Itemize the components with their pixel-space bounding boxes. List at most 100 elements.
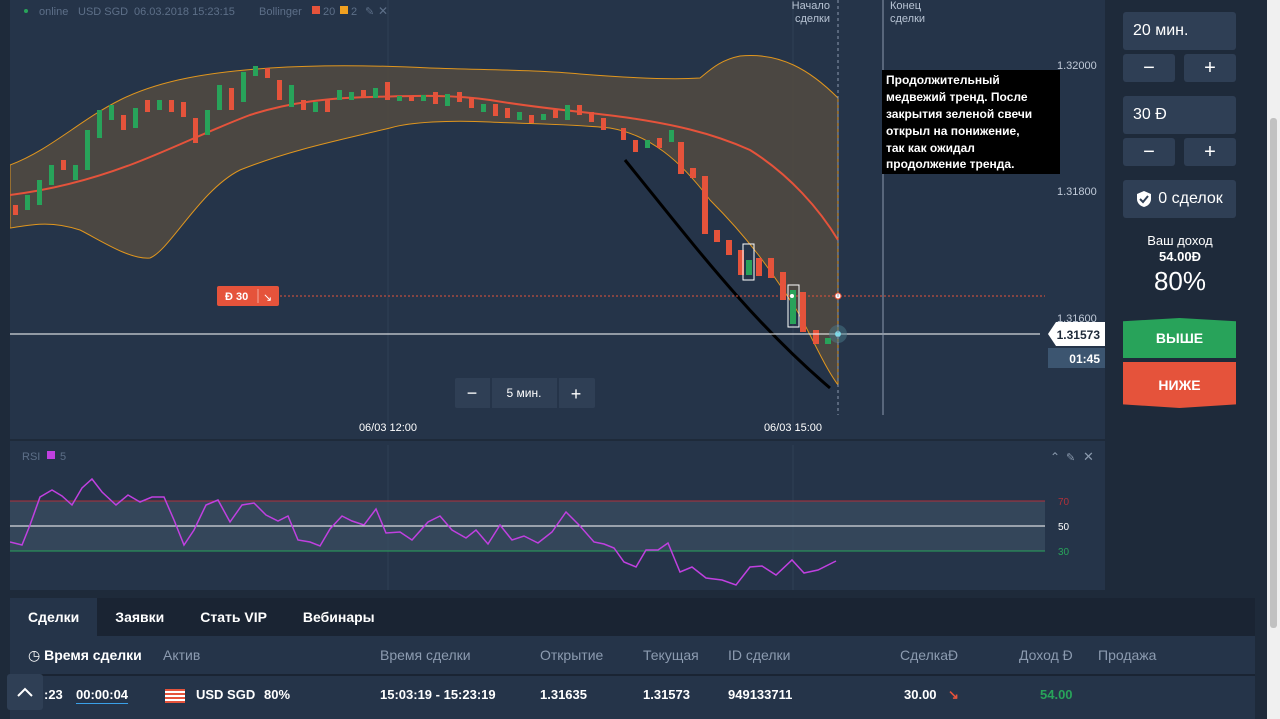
scroll-thumb[interactable] [1270,118,1277,628]
duration-plus-button[interactable]: + [1184,54,1236,82]
chart-svg: online USD SGD 06.03.2018 15:23:15 Bolli… [10,0,1105,590]
candle [373,88,378,98]
trend-line [623,159,831,390]
candle [169,100,174,112]
deals-panel: Сделки Заявки Стать VIP Вебинары ◷ Время… [10,598,1255,719]
candle [73,165,78,180]
time-tick: 06/03 12:00 [359,422,417,434]
header-status: online [39,6,68,18]
candle [277,80,282,100]
timeframe-minus[interactable]: − [467,383,478,403]
candle [265,68,270,78]
col-income: Доход Ð [1019,647,1073,663]
candle [493,104,498,116]
header-time-sort[interactable]: ◷ Время сделки [28,647,142,664]
candle [813,330,819,344]
candle [49,165,54,185]
candle [349,92,354,100]
row-income: 54.00 [1040,687,1073,702]
row-countdown: 00:00:04 [76,687,129,702]
annotation-line: так как ожидал [886,141,975,155]
row-asset: USD SGD [196,687,256,702]
col-time-left: Время сделки [44,647,142,663]
price-tick: 1.32000 [1057,60,1097,72]
candle [301,100,306,110]
edit-icon[interactable]: ✎ [1066,452,1075,464]
duration-value: 20 мин. [1133,22,1189,39]
tab-vip[interactable]: Стать VIP [182,598,285,636]
close-icon[interactable]: ✕ [1083,449,1094,464]
indicator-period-a: 20 [323,6,335,18]
highlight-box [742,243,755,281]
candle [690,168,696,178]
candle [746,260,752,275]
candle [457,92,462,102]
chevron-up-icon [17,687,33,697]
clock-icon: ◷ [28,647,41,663]
rsi-period: 5 [60,451,66,463]
tab-orders[interactable]: Заявки [97,598,183,636]
candle [481,104,486,112]
rsi-tick-30: 30 [1058,547,1070,558]
candle [337,90,342,100]
tab-deals[interactable]: Сделки [10,598,98,636]
candle [397,96,402,101]
candle [253,66,258,76]
candle [37,180,42,205]
row-percent: 80% [264,687,291,702]
candle [85,130,90,170]
table-row[interactable]: :23 00:00:04 USD SGD 80% 15:03:19 - 15:2… [10,676,1255,719]
header-symbol: USD SGD [78,6,128,18]
price-chart[interactable]: online USD SGD 06.03.2018 15:23:15 Bolli… [10,0,1105,590]
close-icon[interactable]: ✕ [378,4,388,18]
scroll-up-button[interactable] [7,674,43,710]
current-price-tag [1048,322,1105,346]
amount-plus-button[interactable]: + [1184,138,1236,166]
higher-button[interactable]: ВЫШЕ [1123,318,1236,358]
trade-tag-amount: Ð 30 [225,291,248,303]
candles [13,66,831,344]
deals-count: 0 сделок [1158,190,1223,207]
candle [800,292,806,332]
income-label: Ваш доход [1147,233,1213,248]
deals-counter[interactable]: 0 сделок [1123,180,1236,218]
timeframe-plus[interactable]: + [571,384,582,404]
col-asset: Актив [163,647,201,663]
candle [433,92,438,104]
candle [313,102,318,112]
candle [61,160,66,170]
edit-icon[interactable]: ✎ [365,6,374,18]
tab-webinars[interactable]: Вебинары [284,598,393,636]
row-open: 1.31635 [540,687,587,702]
shield-icon [1137,191,1152,207]
rsi-label: RSI [22,451,40,463]
lower-button[interactable]: НИЖЕ [1123,362,1236,408]
trade-tag[interactable] [217,286,279,306]
candle [825,338,831,344]
candle [145,100,150,112]
row-direction-arrow: ↘ [948,687,959,702]
candle [229,88,234,110]
end-label-line1: Конец [890,0,922,12]
candle [97,110,102,138]
amount-minus-button[interactable]: − [1123,138,1175,166]
candle [714,230,720,242]
indicator-period-b: 2 [351,6,357,18]
candle [469,98,474,108]
candle [121,115,126,130]
collapse-icon[interactable]: ⌃ [1050,450,1060,464]
amount-field[interactable]: 30 Ð [1123,96,1236,134]
duration-field[interactable]: 20 мин. [1123,12,1236,50]
current-price-value: 1.31573 [1057,328,1101,342]
candle [385,82,390,100]
scrollbar[interactable] [1267,0,1280,719]
duration-minus-button[interactable]: − [1123,54,1175,82]
rsi-tick-50: 50 [1058,522,1070,533]
row-id: 949133711 [728,687,793,702]
candle [702,176,708,234]
candle [193,118,198,143]
timeframe-value[interactable]: 5 мин. [507,386,542,400]
candle [565,105,570,120]
candle [780,272,786,300]
